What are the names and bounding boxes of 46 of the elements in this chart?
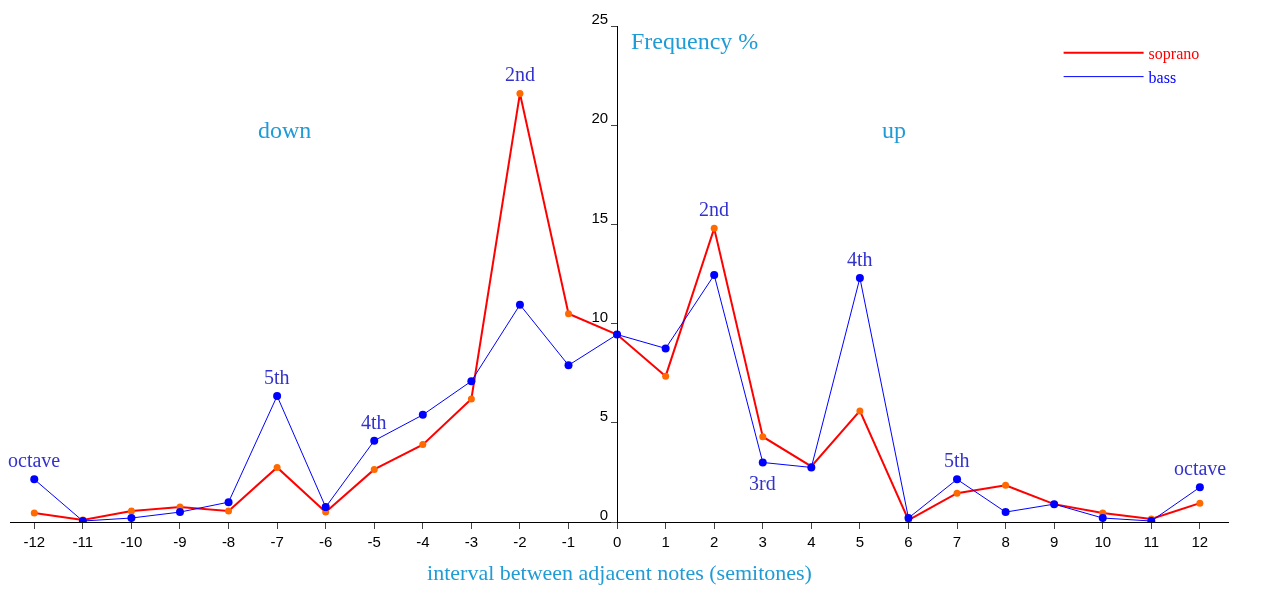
x-tick-label: -12 — [23, 533, 46, 550]
annotation: 4th — [361, 411, 387, 433]
x-tick-label: 1 — [661, 533, 670, 550]
x-tick-label: 6 — [904, 533, 913, 550]
x-tick-label: -2 — [513, 533, 527, 550]
x-tick-label: -9 — [173, 533, 187, 550]
y-axis-title: Frequency % — [631, 28, 759, 54]
y-tick-label: 20 — [591, 109, 609, 127]
x-tick-label: 8 — [1001, 533, 1010, 550]
annotation: 5th — [944, 449, 970, 471]
y-tick-label: 5 — [599, 407, 609, 425]
legend-label: soprano — [1148, 45, 1200, 64]
x-tick-label: -7 — [270, 533, 284, 550]
y-tick-label: 25 — [591, 10, 609, 28]
x-tick-label: 4 — [807, 533, 816, 550]
x-tick-label: -8 — [221, 533, 236, 550]
y-tick-label: 10 — [591, 307, 609, 325]
x-tick-label: 3 — [758, 533, 767, 550]
x-tick-label: 2 — [710, 533, 719, 550]
x-tick-label: 0 — [612, 533, 622, 550]
annotation: octave — [8, 449, 61, 471]
x-axis-title: interval between adjacent notes (semitones) — [427, 559, 812, 585]
annotation: 3rd — [749, 472, 776, 494]
y-tick-label: 0 — [599, 506, 609, 524]
x-tick-label: -10 — [120, 533, 143, 550]
x-tick-label: 9 — [1049, 533, 1059, 550]
x-tick-label: -1 — [561, 533, 576, 550]
x-tick-label: -6 — [319, 533, 333, 550]
x-tick-label: -4 — [416, 533, 430, 550]
annotation: 5th — [264, 366, 290, 388]
y-tick-label: 15 — [591, 208, 609, 226]
x-tick-label: 5 — [855, 533, 865, 550]
annotation: 2nd — [505, 63, 535, 85]
x-tick-label: 11 — [1143, 533, 1160, 550]
annotation: 4th — [847, 248, 873, 270]
x-tick-label: 12 — [1191, 533, 1209, 550]
legend-label: bass — [1148, 68, 1177, 86]
x-tick-label: -5 — [367, 533, 381, 550]
x-tick-label: -11 — [72, 533, 94, 550]
annotation: 2nd — [699, 198, 729, 220]
x-tick-label: -3 — [464, 533, 479, 550]
x-tick-label: 7 — [952, 533, 962, 550]
annotation: octave — [1174, 457, 1227, 479]
x-tick-label: 10 — [1094, 533, 1112, 550]
annotation: up — [882, 117, 906, 143]
annotation: down — [258, 117, 312, 143]
